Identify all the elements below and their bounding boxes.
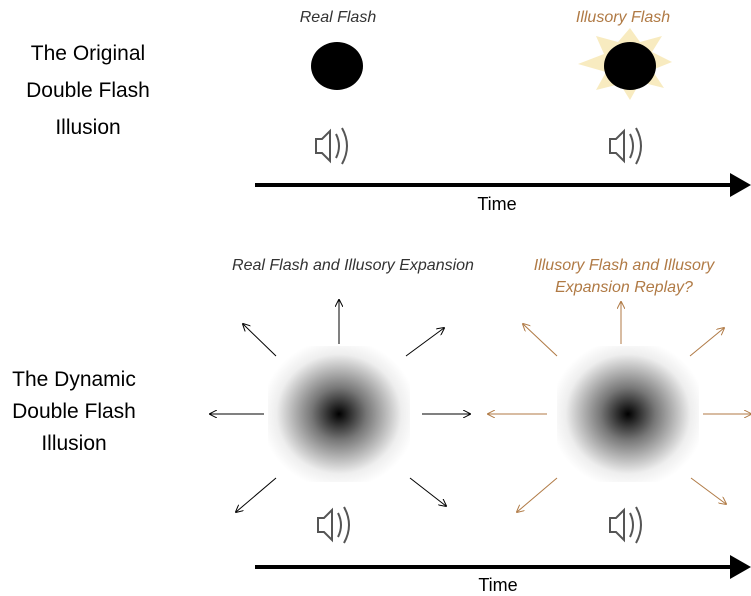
gradient-flash — [268, 346, 410, 482]
flash — [604, 42, 656, 90]
speaker — [610, 507, 641, 543]
title-line: The Dynamic — [12, 368, 136, 391]
title-line: Illusion — [41, 432, 106, 455]
speaker — [316, 128, 347, 164]
diagram: The Original Double Flash Illusion Real … — [0, 0, 751, 596]
title-line: Double Flash — [12, 400, 136, 423]
label: Illusory Flash — [576, 9, 670, 26]
arrowhead — [730, 555, 751, 579]
title-line: Double Flash — [26, 79, 150, 102]
label: Real Flash — [300, 9, 377, 26]
flash — [311, 42, 363, 90]
axis-label: Time — [477, 194, 516, 214]
label: Expansion Replay? — [555, 279, 693, 296]
label: Illusory Flash and Illusory — [534, 257, 716, 274]
title-line: The Original — [31, 42, 145, 65]
speaker — [318, 507, 349, 543]
label: Real Flash and Illusory Expansion — [232, 257, 474, 274]
title-line: Illusion — [55, 116, 120, 139]
gradient-flash — [557, 346, 699, 482]
speaker — [610, 128, 641, 164]
arrowhead — [730, 173, 751, 197]
axis-label: Time — [478, 575, 517, 595]
